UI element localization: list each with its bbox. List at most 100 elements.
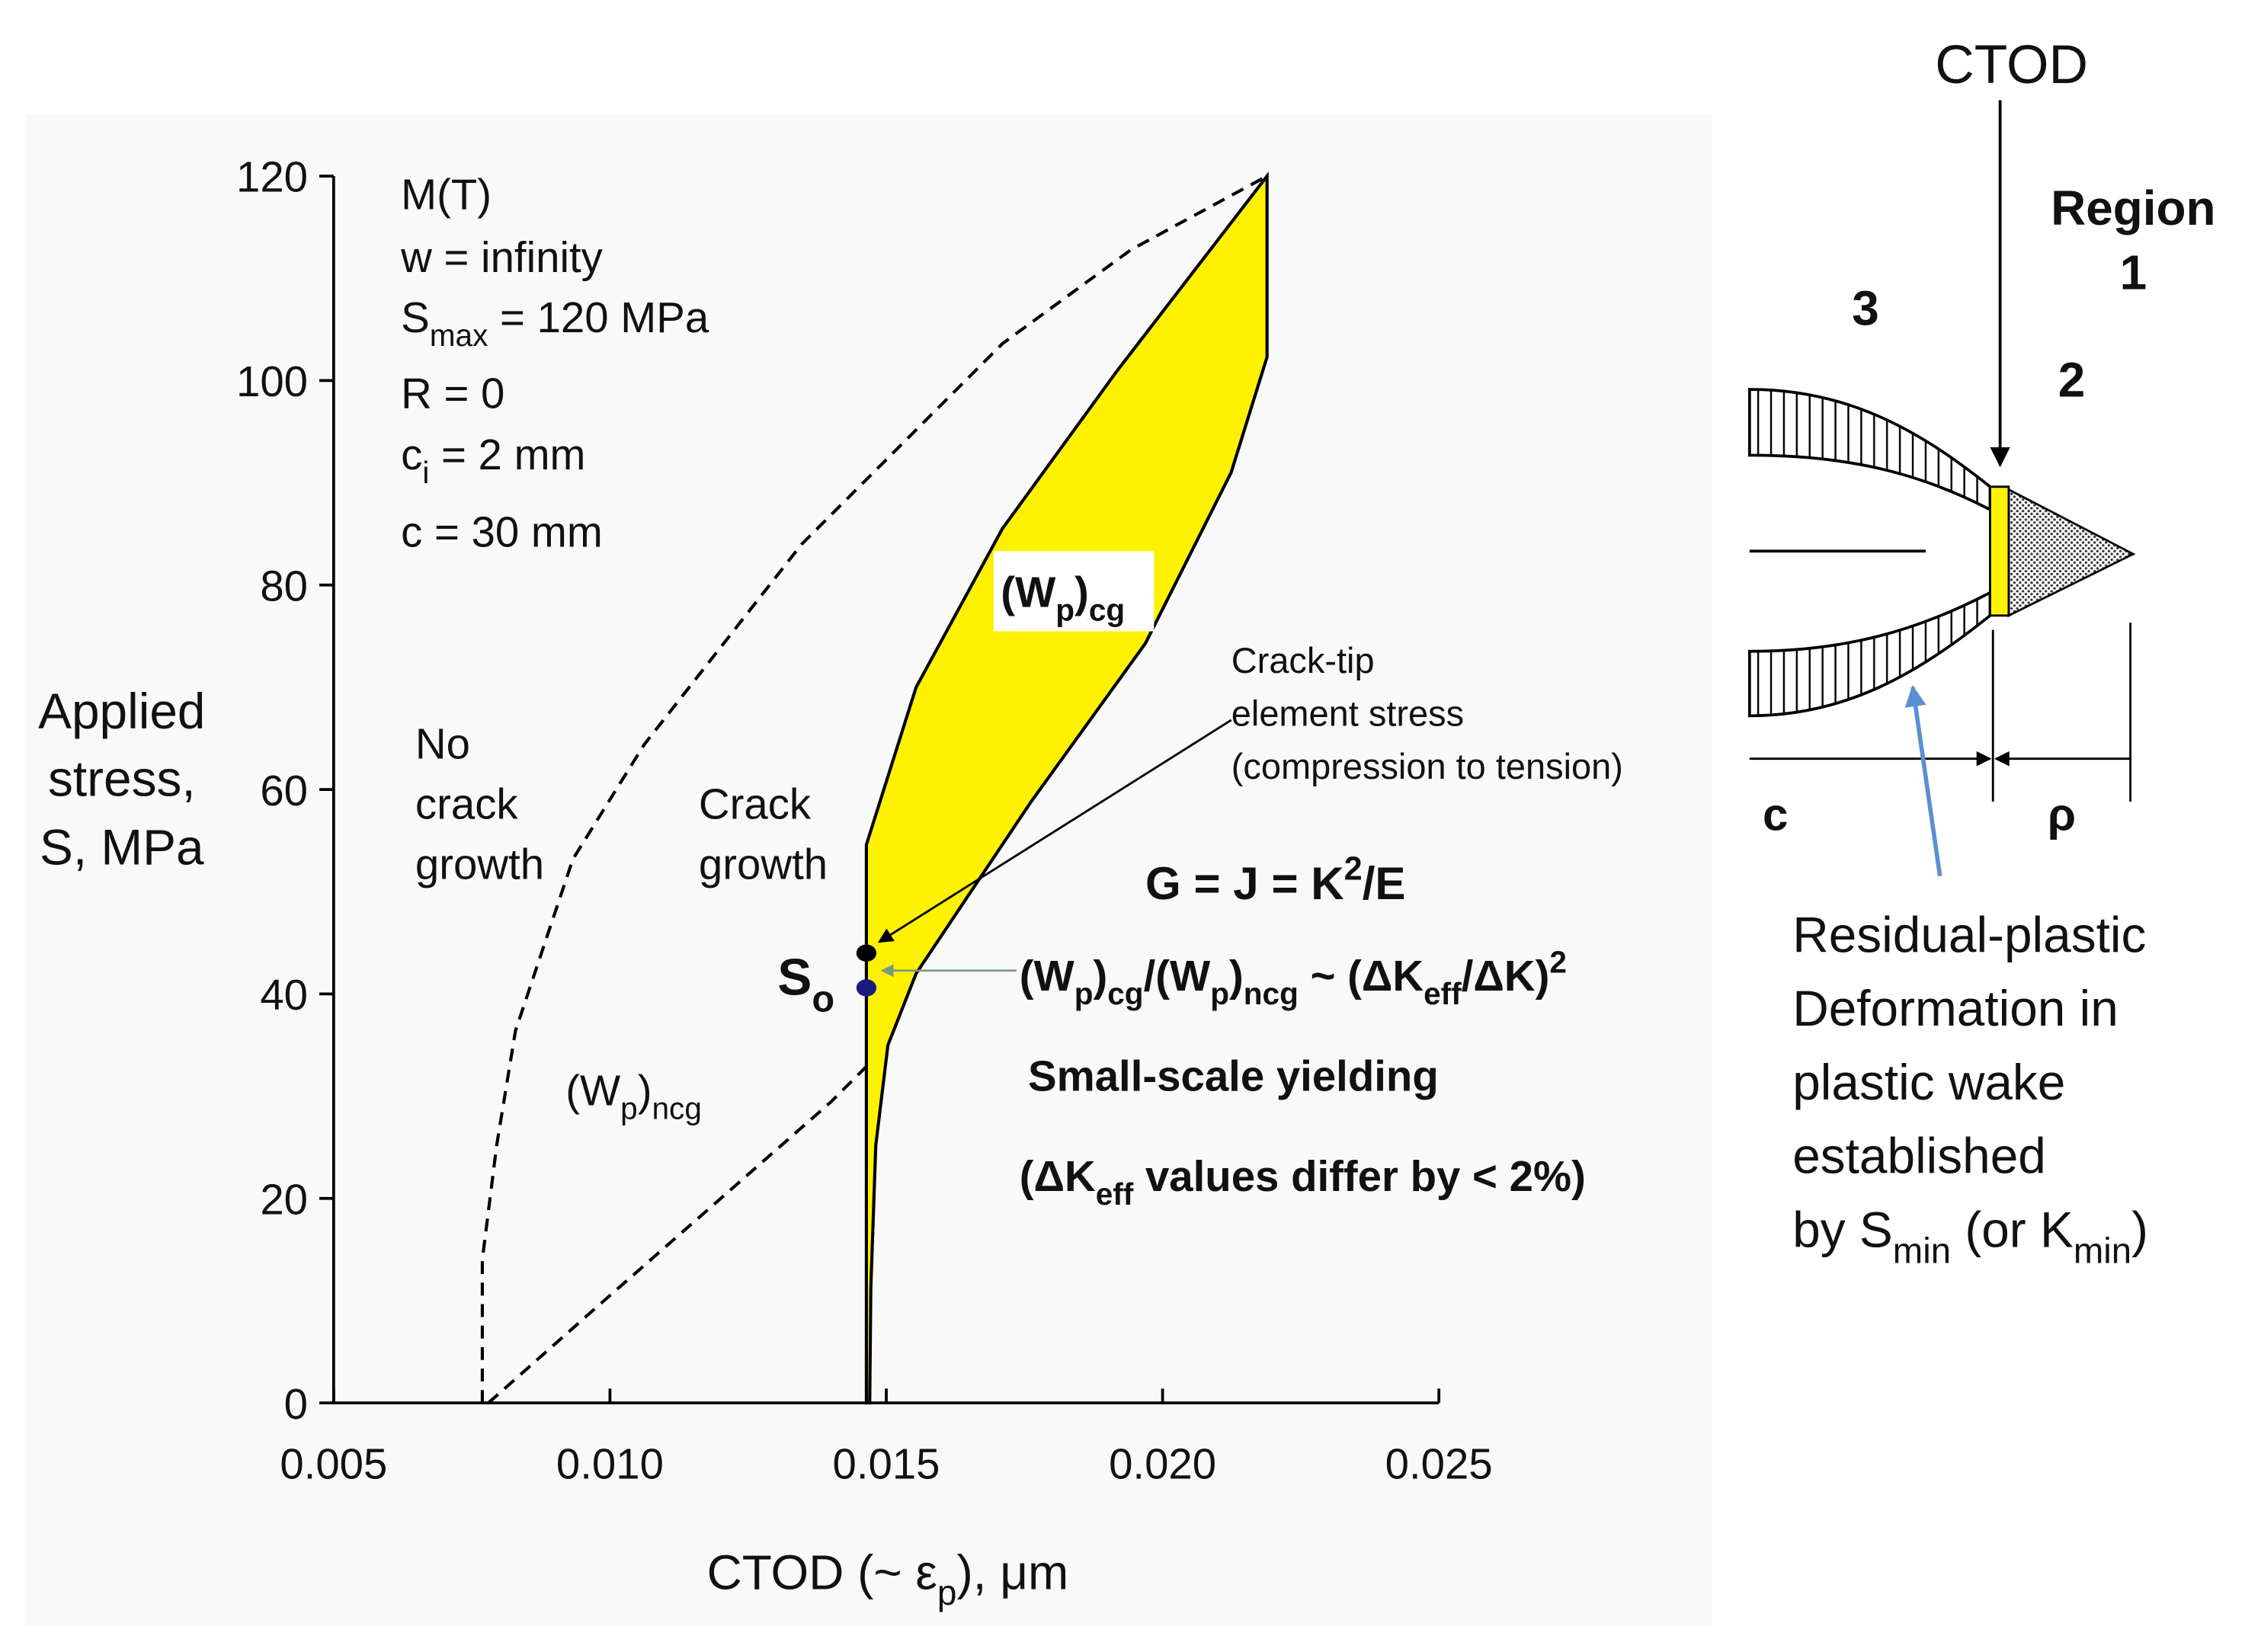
text-part: = 2 mm [429, 431, 585, 479]
text-part: p [937, 1573, 957, 1612]
x-tick-label: 0.025 [1385, 1440, 1493, 1488]
text-part: cg [1107, 976, 1143, 1011]
region-2 [2007, 488, 2136, 618]
line [487, 1044, 889, 1404]
text-part: ) [1229, 952, 1244, 1000]
annotation: ci = 2 mm [401, 431, 585, 490]
text-part: o [812, 978, 834, 1020]
text-part: cg [1089, 593, 1125, 628]
y-axis-title: S, MPa [40, 819, 204, 876]
text-part: i [422, 455, 429, 490]
text-part: ncg [1244, 976, 1299, 1011]
diagram-note: Deformation in [1792, 980, 2118, 1036]
x-tick-label: 0.020 [1109, 1440, 1216, 1488]
diagram-label: 1 [2120, 245, 2147, 299]
crack-diagram [1747, 100, 2136, 877]
upper-wake [1747, 388, 1992, 512]
note-arrow [1904, 684, 1942, 877]
y-tick-label: 0 [284, 1380, 308, 1428]
text-part: G = J = K [1145, 858, 1344, 909]
text-part: values differ by < 2%) [1133, 1152, 1586, 1200]
diagram-note: established [1792, 1128, 2046, 1184]
annotation: w = infinity [400, 233, 604, 281]
text-part: (W [565, 1066, 620, 1114]
text-part: p [1055, 593, 1074, 628]
annotation: (compression to tension) [1231, 746, 1623, 786]
text-part: CTOD (~ ε [707, 1545, 937, 1599]
text-part: p [620, 1090, 638, 1125]
annotation: c = 30 mm [401, 508, 603, 556]
annotation: (Wp)cg [1001, 568, 1125, 628]
y-tick-label: 120 [236, 153, 308, 201]
annotation-arrow [877, 719, 1232, 943]
text-part: /(W [1144, 952, 1211, 1000]
label-box [993, 551, 1155, 632]
texts: 0 20 40 60 80 100 120 0.005 0.010 0.015 0.020 0.025… [38, 34, 2215, 1612]
y-tick-label: 60 [260, 767, 308, 815]
text-part: by S [1792, 1201, 1893, 1257]
text-part: S [777, 949, 812, 1007]
point [856, 979, 877, 997]
x-tick-label: 0.010 [556, 1440, 664, 1488]
annotation: (Wp)ncg [565, 1066, 702, 1125]
diagram-label: CTOD [1935, 34, 2088, 95]
text-part: 2 [1549, 944, 1567, 979]
text-part: ) [1093, 952, 1107, 1000]
x-tick-label: 0.005 [280, 1440, 387, 1488]
diagram-note: by Smin (or Kmin) [1792, 1201, 2148, 1271]
text-part: ~ (ΔK [1299, 952, 1424, 1000]
text-part: ncg [652, 1090, 702, 1125]
area [864, 171, 1269, 1405]
line [480, 174, 1268, 1404]
text-part: S [401, 293, 430, 341]
ctod-marker [1989, 485, 2010, 617]
annotation: No [415, 720, 470, 768]
annotation: Crack [699, 780, 812, 828]
annotation: growth [415, 840, 544, 888]
annotation: element stress [1231, 693, 1464, 733]
plot [319, 171, 1441, 1405]
annotation: growth [699, 840, 828, 888]
annotation: So [777, 949, 834, 1020]
diagram-label: c [1763, 789, 1788, 840]
chart-arrows [877, 719, 1232, 978]
diagram-label: 2 [2058, 352, 2086, 407]
annotation: Crack-tip [1231, 640, 1375, 680]
annotation: crack [415, 780, 518, 828]
text-part: /E [1363, 858, 1406, 909]
text-part: /ΔK) [1462, 952, 1550, 1000]
annotation: Small-scale yielding [1028, 1052, 1439, 1100]
annotation: R = 0 [401, 369, 504, 417]
text-part: max [430, 318, 488, 353]
text-part: eff [1096, 1177, 1134, 1212]
diagram-label: 3 [1852, 280, 1879, 335]
y-tick-label: 100 [236, 357, 308, 405]
text-part: ) [2131, 1201, 2148, 1257]
y-tick-label: 20 [260, 1175, 308, 1223]
x-axis-title: CTOD (~ εp), μm [707, 1545, 1069, 1612]
text-part: p [1210, 976, 1229, 1011]
text-part: (W [1020, 952, 1075, 1000]
text-part: 2 [1344, 851, 1363, 888]
text-part: ) [1074, 568, 1089, 616]
text-part: (W [1001, 568, 1056, 616]
y-tick-label: 40 [260, 971, 308, 1019]
annotation: M(T) [401, 170, 492, 218]
diagram-note: Residual-plastic [1792, 906, 2146, 962]
lower-wake [1747, 590, 1992, 718]
text-part: (ΔK [1020, 1152, 1096, 1200]
diagram-note: plastic wake [1792, 1054, 2065, 1110]
text-part: ) [638, 1066, 652, 1114]
text-part: eff [1424, 976, 1462, 1011]
text-part: = 120 MPa [488, 293, 709, 341]
y-tick-label: 80 [260, 562, 308, 610]
text-part: (or K [1951, 1201, 2074, 1257]
text-part: min [1893, 1231, 1951, 1271]
point [856, 944, 877, 962]
y-axis-title: Applied [38, 683, 205, 739]
text-part: ), μm [956, 1545, 1068, 1599]
annotation: G = J = K2/E [1145, 851, 1405, 909]
text-part: min [2074, 1231, 2131, 1271]
